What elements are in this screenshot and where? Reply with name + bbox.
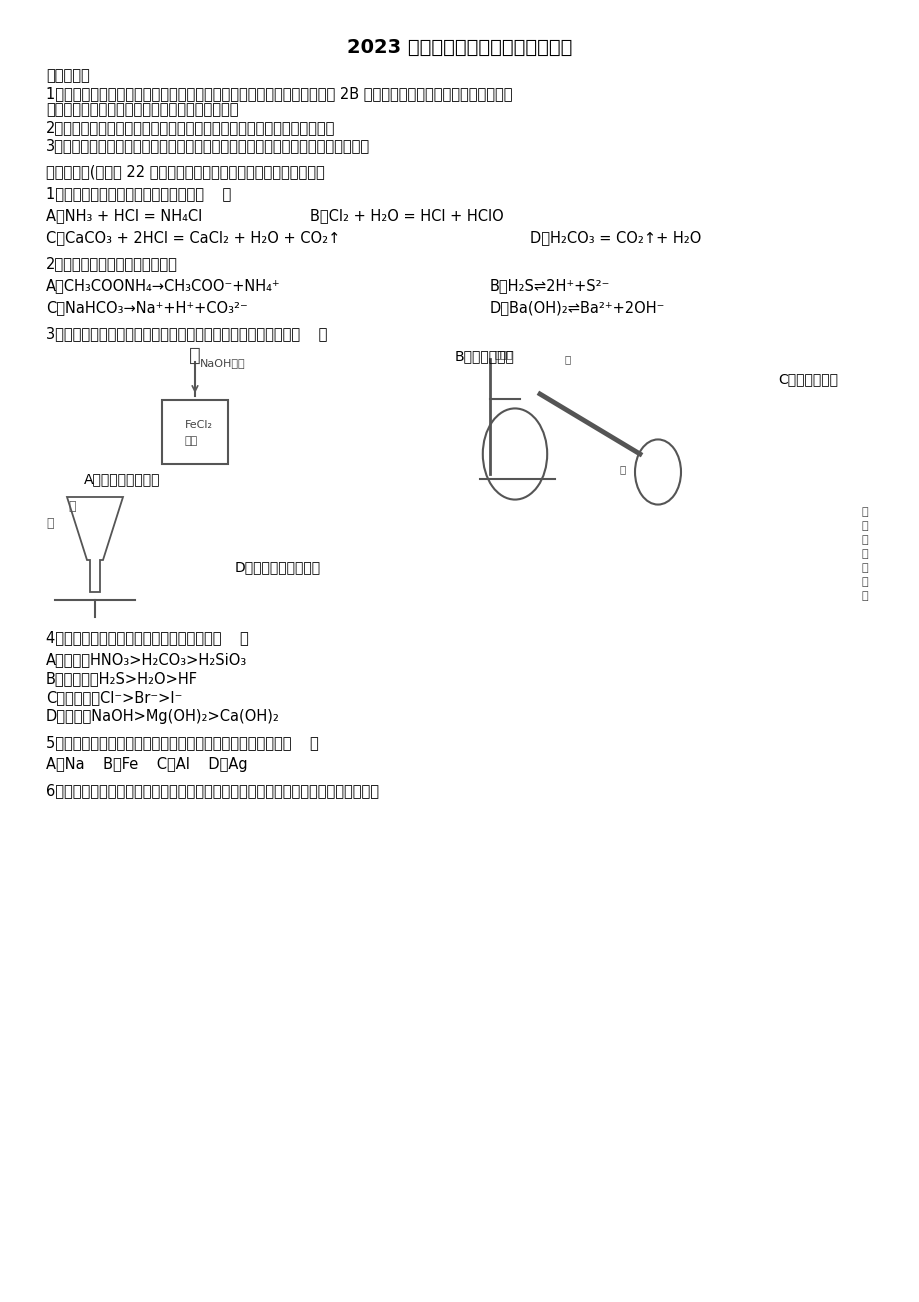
Text: 2、下列电离方程式中，正确的是: 2、下列电离方程式中，正确的是 bbox=[46, 256, 177, 271]
Text: 温度计: 温度计 bbox=[494, 349, 513, 359]
Text: C．NaHCO₃→Na⁺+H⁺+CO₃²⁻: C．NaHCO₃→Na⁺+H⁺+CO₃²⁻ bbox=[46, 299, 247, 315]
Text: 水: 水 bbox=[619, 464, 626, 474]
Text: 6、某化学兴趣小组为了探究铬和铁的活泼性，设计如图所示装置，下列推断合理的是: 6、某化学兴趣小组为了探究铬和铁的活泼性，设计如图所示装置，下列推断合理的是 bbox=[46, 783, 379, 798]
Text: D．碱性：NaOH>Mg(OH)₂>Ca(OH)₂: D．碱性：NaOH>Mg(OH)₂>Ca(OH)₂ bbox=[46, 710, 279, 724]
Text: 碳: 碳 bbox=[861, 535, 868, 546]
Text: B．H₂S⇌2H⁺+S²⁻: B．H₂S⇌2H⁺+S²⁻ bbox=[490, 279, 609, 293]
Text: B．Cl₂ + H₂O = HCl + HClO: B．Cl₂ + H₂O = HCl + HClO bbox=[310, 208, 504, 223]
Text: NaOH溶液: NaOH溶液 bbox=[199, 358, 245, 368]
Text: A．NH₃ + HCl = NH₄Cl: A．NH₃ + HCl = NH₄Cl bbox=[46, 208, 202, 223]
Text: 4、下列各组物质的性质比较中，正确的是（    ）: 4、下列各组物质的性质比较中，正确的是（ ） bbox=[46, 630, 248, 644]
Text: 溶液: 溶液 bbox=[185, 436, 198, 447]
Text: 酸: 酸 bbox=[861, 549, 868, 559]
Text: A．Na    B．Fe    C．Al    D．Ag: A．Na B．Fe C．Al D．Ag bbox=[46, 756, 247, 772]
Text: B．石油的蕊馏: B．石油的蕊馏 bbox=[455, 349, 515, 363]
Text: D．Ba(OH)₂⇌Ba²⁺+2OH⁻: D．Ba(OH)₂⇌Ba²⁺+2OH⁻ bbox=[490, 299, 664, 315]
Text: 考生须知：: 考生须知： bbox=[46, 68, 90, 83]
Text: 3．保持卡面清洁，不要折叠，不要弄破、弄皱，在草稿纸、测试卷卷上答题无效。: 3．保持卡面清洁，不要折叠，不要弄破、弄皱，在草稿纸、测试卷卷上答题无效。 bbox=[46, 138, 369, 154]
Text: 1、下列反应中属于氧化还原反应的是（    ）: 1、下列反应中属于氧化还原反应的是（ ） bbox=[46, 186, 231, 201]
Text: 水: 水 bbox=[46, 517, 53, 530]
Text: D．H₂CO₃ = CO₂↑+ H₂O: D．H₂CO₃ = CO₂↑+ H₂O bbox=[529, 230, 700, 245]
Text: A．制备氢氧化亚铁: A．制备氢氧化亚铁 bbox=[84, 473, 160, 486]
Text: 2023 学年高一下化学期末模拟测试卷: 2023 学年高一下化学期末模拟测试卷 bbox=[347, 38, 572, 57]
Bar bbox=[162, 400, 228, 464]
Text: 液: 液 bbox=[861, 591, 868, 602]
Text: 和: 和 bbox=[861, 521, 868, 531]
Text: 饱: 饱 bbox=[861, 506, 868, 517]
Text: C．还原性：Cl⁻>Br⁻>I⁻: C．还原性：Cl⁻>Br⁻>I⁻ bbox=[46, 690, 182, 704]
Text: 一、选择题(共包括 22 个小题。每小题均只有一个符合题意的选项）: 一、选择题(共包括 22 个小题。每小题均只有一个符合题意的选项） bbox=[46, 164, 324, 178]
Text: A．酸性：HNO₃>H₂CO₃>H₂SiO₃: A．酸性：HNO₃>H₂CO₃>H₂SiO₃ bbox=[46, 652, 247, 667]
Text: A．CH₃COONH₄→CH₃COO⁻+NH₄⁺: A．CH₃COONH₄→CH₃COO⁻+NH₄⁺ bbox=[46, 279, 280, 293]
Text: 苯: 苯 bbox=[68, 500, 75, 513]
Text: 1．全卷分选择题和非选择题两部分，全部在答题纸上作答。选择题必须用 2B 铅笔填涂；非选择题的答案必须用黑色: 1．全卷分选择题和非选择题两部分，全部在答题纸上作答。选择题必须用 2B 铅笔填… bbox=[46, 86, 512, 102]
Text: 钓: 钓 bbox=[861, 562, 868, 573]
Text: C．CaCO₃ + 2HCl = CaCl₂ + H₂O + CO₂↑: C．CaCO₃ + 2HCl = CaCl₂ + H₂O + CO₂↑ bbox=[46, 230, 340, 245]
Text: FeCl₂: FeCl₂ bbox=[185, 421, 213, 430]
Text: 字迹的钓笔或答字笔写在「答题纸」相应位置上。: 字迹的钓笔或答字笔写在「答题纸」相应位置上。 bbox=[46, 102, 238, 117]
Text: 溶: 溶 bbox=[861, 577, 868, 587]
Text: 水: 水 bbox=[564, 354, 571, 365]
Text: 🖐: 🖐 bbox=[189, 346, 200, 365]
Text: 5、下列金属的冶炼中，通过在高温下加入还原剂来完成的是（    ）: 5、下列金属的冶炼中，通过在高温下加入还原剂来完成的是（ ） bbox=[46, 736, 318, 750]
Text: 3、下列实验装置正确（固定装置略去）且能达到实验目的的是（    ）: 3、下列实验装置正确（固定装置略去）且能达到实验目的的是（ ） bbox=[46, 326, 327, 341]
Text: 2．请用黑色字迹的钓笔或答字笔在「答题纸」上先填写姓名和准考证号。: 2．请用黑色字迹的钓笔或答字笔在「答题纸」上先填写姓名和准考证号。 bbox=[46, 120, 335, 135]
Text: D．实验室制乙酸乙酯: D．实验室制乙酸乙酯 bbox=[234, 560, 321, 574]
Text: B．稳定性：H₂S>H₂O>HF: B．稳定性：H₂S>H₂O>HF bbox=[46, 671, 198, 686]
Text: C．分离苯和水: C．分离苯和水 bbox=[777, 372, 837, 385]
